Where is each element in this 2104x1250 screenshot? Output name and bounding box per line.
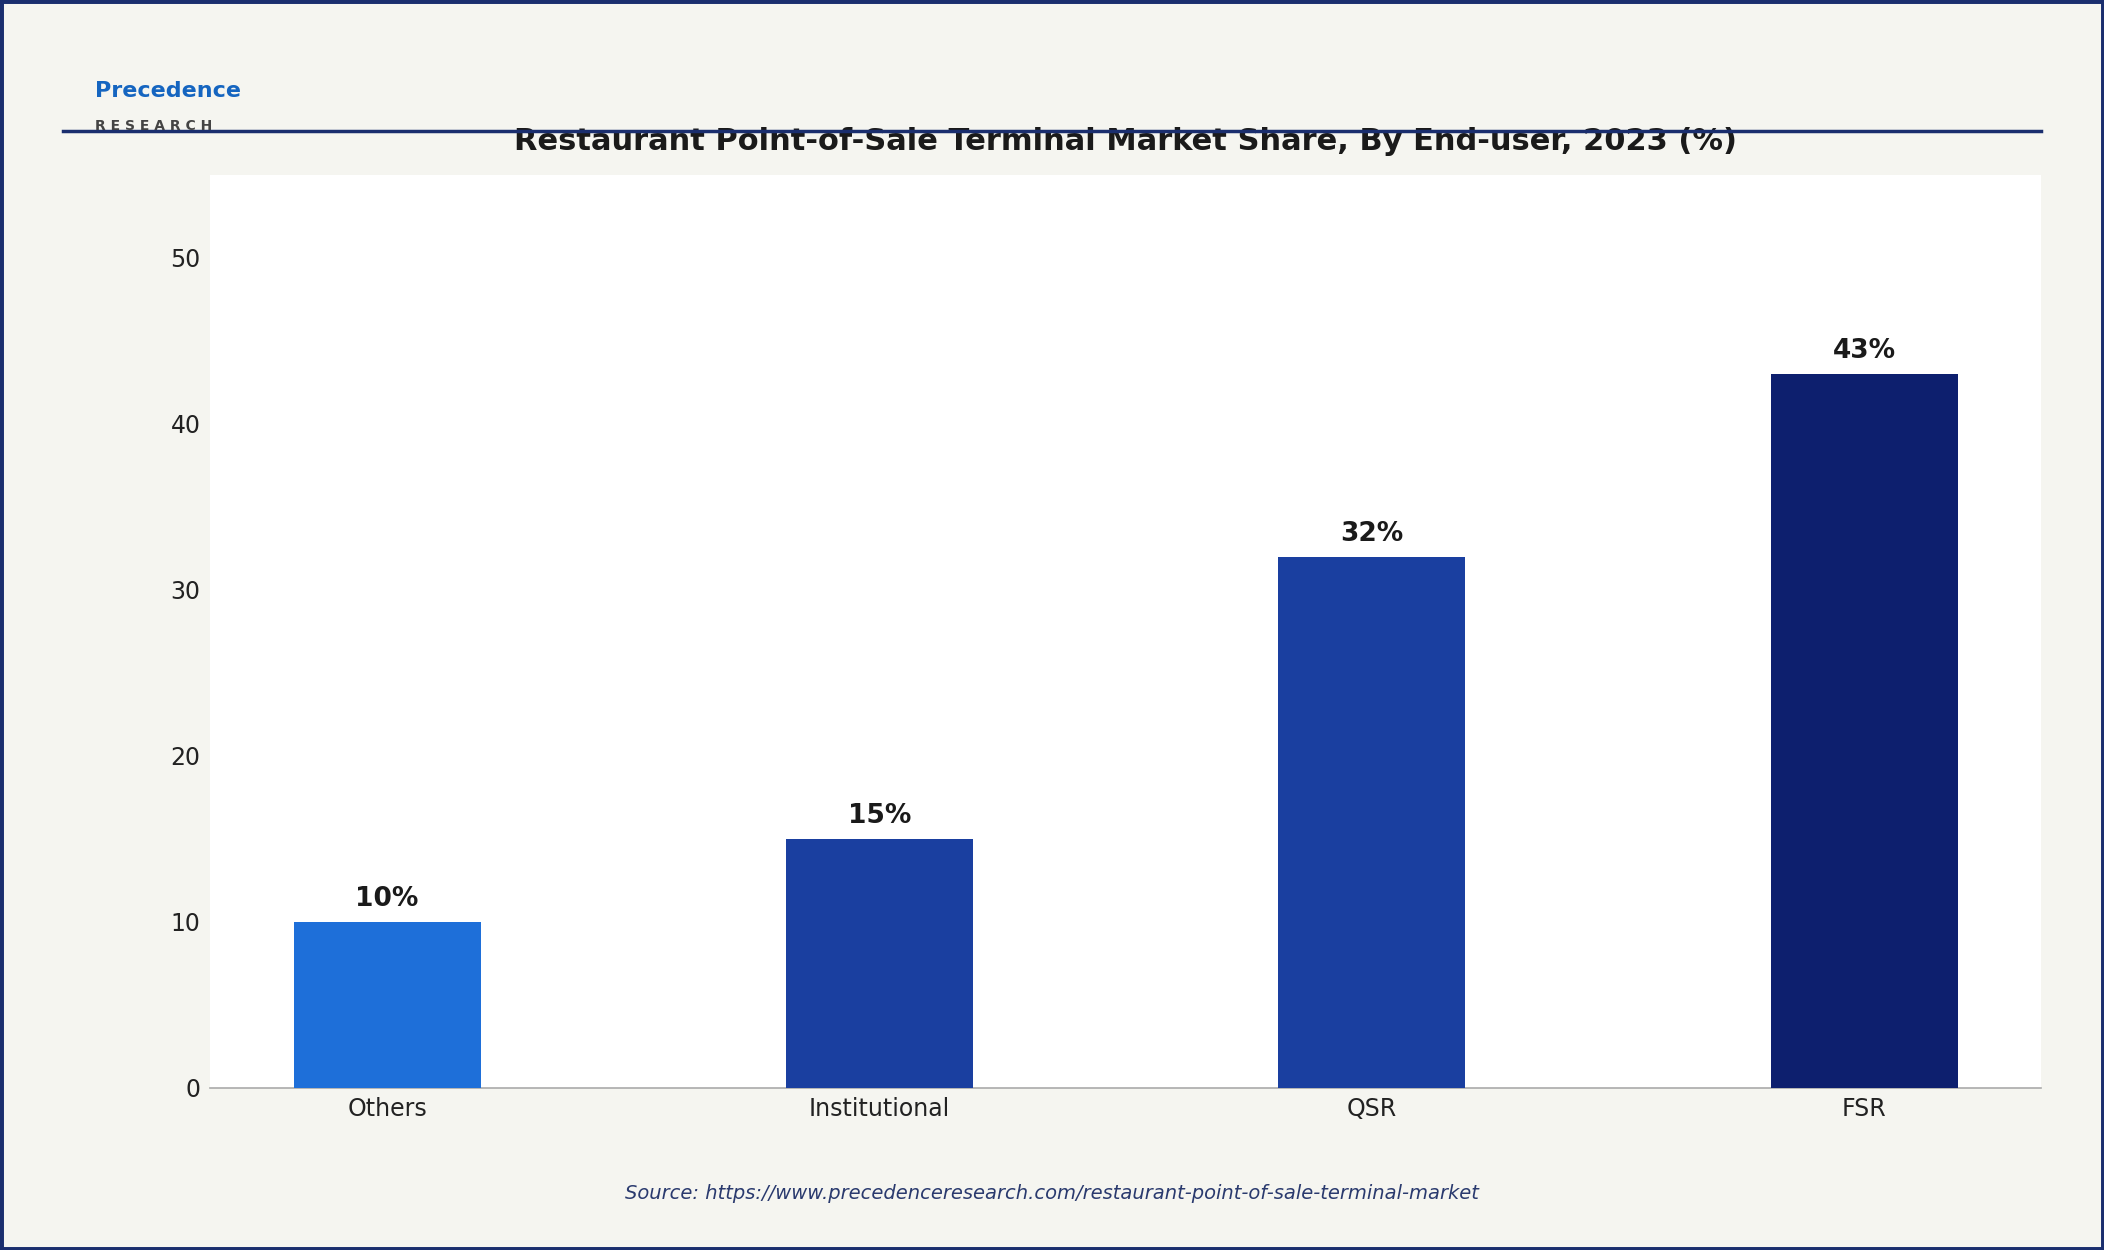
Text: 10%: 10% (356, 886, 419, 911)
Bar (1279, 556, 1464, 1088)
Text: 32%: 32% (1340, 521, 1403, 546)
Text: 15%: 15% (848, 802, 911, 829)
Bar (295, 921, 480, 1088)
Title: Restaurant Point-of-Sale Terminal Market Share, By End-user, 2023 (%): Restaurant Point-of-Sale Terminal Market… (513, 127, 1738, 156)
Text: R E S E A R C H: R E S E A R C H (95, 119, 213, 132)
Text: Precedence: Precedence (95, 81, 240, 101)
Bar (787, 839, 972, 1088)
Text: 43%: 43% (1833, 339, 1896, 364)
Text: Source: https://www.precedenceresearch.com/restaurant-point-of-sale-terminal-mar: Source: https://www.precedenceresearch.c… (625, 1184, 1479, 1204)
Bar (1772, 374, 1957, 1088)
